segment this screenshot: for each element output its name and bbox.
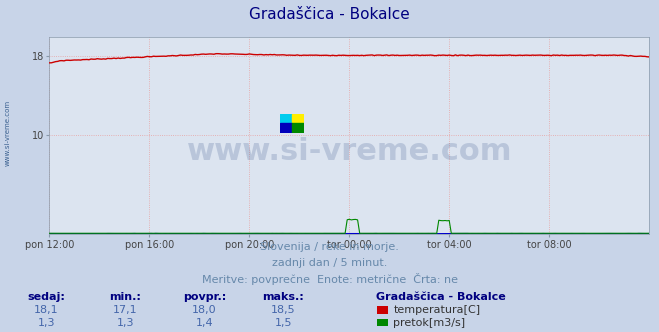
- Text: povpr.:: povpr.:: [183, 292, 226, 302]
- Bar: [293, 124, 304, 133]
- Text: www.si-vreme.com: www.si-vreme.com: [5, 100, 11, 166]
- Text: Gradaščica - Bokalce: Gradaščica - Bokalce: [376, 292, 505, 302]
- Text: 1,5: 1,5: [275, 318, 292, 328]
- Text: 18,0: 18,0: [192, 305, 217, 315]
- Bar: [280, 124, 293, 133]
- Text: min.:: min.:: [109, 292, 141, 302]
- Text: temperatura[C]: temperatura[C]: [393, 305, 480, 315]
- Bar: [280, 114, 293, 124]
- Text: pretok[m3/s]: pretok[m3/s]: [393, 318, 465, 328]
- Text: 1,4: 1,4: [196, 318, 213, 328]
- Text: 18,5: 18,5: [271, 305, 296, 315]
- Text: 1,3: 1,3: [117, 318, 134, 328]
- Text: maks.:: maks.:: [262, 292, 304, 302]
- Text: Gradaščica - Bokalce: Gradaščica - Bokalce: [249, 7, 410, 23]
- Text: www.si-vreme.com: www.si-vreme.com: [186, 136, 512, 166]
- Text: 18,1: 18,1: [34, 305, 59, 315]
- Text: Meritve: povprečne  Enote: metrične  Črta: ne: Meritve: povprečne Enote: metrične Črta:…: [202, 273, 457, 285]
- Text: Slovenija / reke in morje.: Slovenija / reke in morje.: [260, 242, 399, 252]
- Text: sedaj:: sedaj:: [27, 292, 65, 302]
- Text: 1,3: 1,3: [38, 318, 55, 328]
- Text: 17,1: 17,1: [113, 305, 138, 315]
- Bar: [293, 114, 304, 124]
- Text: zadnji dan / 5 minut.: zadnji dan / 5 minut.: [272, 258, 387, 268]
